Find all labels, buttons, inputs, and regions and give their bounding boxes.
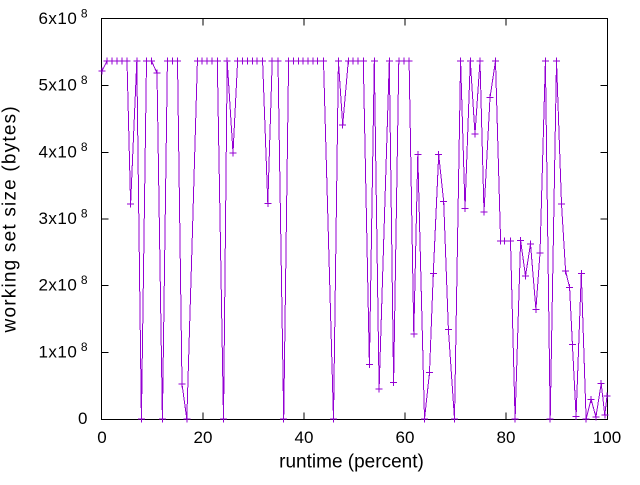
svg-text:100: 100 xyxy=(593,428,621,447)
svg-text:working set size (bytes): working set size (bytes) xyxy=(0,105,21,333)
svg-text:0: 0 xyxy=(78,409,88,428)
svg-text:80: 80 xyxy=(497,428,516,447)
svg-text:runtime (percent): runtime (percent) xyxy=(279,452,424,473)
svg-text:20: 20 xyxy=(194,428,213,447)
svg-text:60: 60 xyxy=(396,428,415,447)
svg-text:0: 0 xyxy=(97,428,106,447)
svg-text:40: 40 xyxy=(295,428,314,447)
